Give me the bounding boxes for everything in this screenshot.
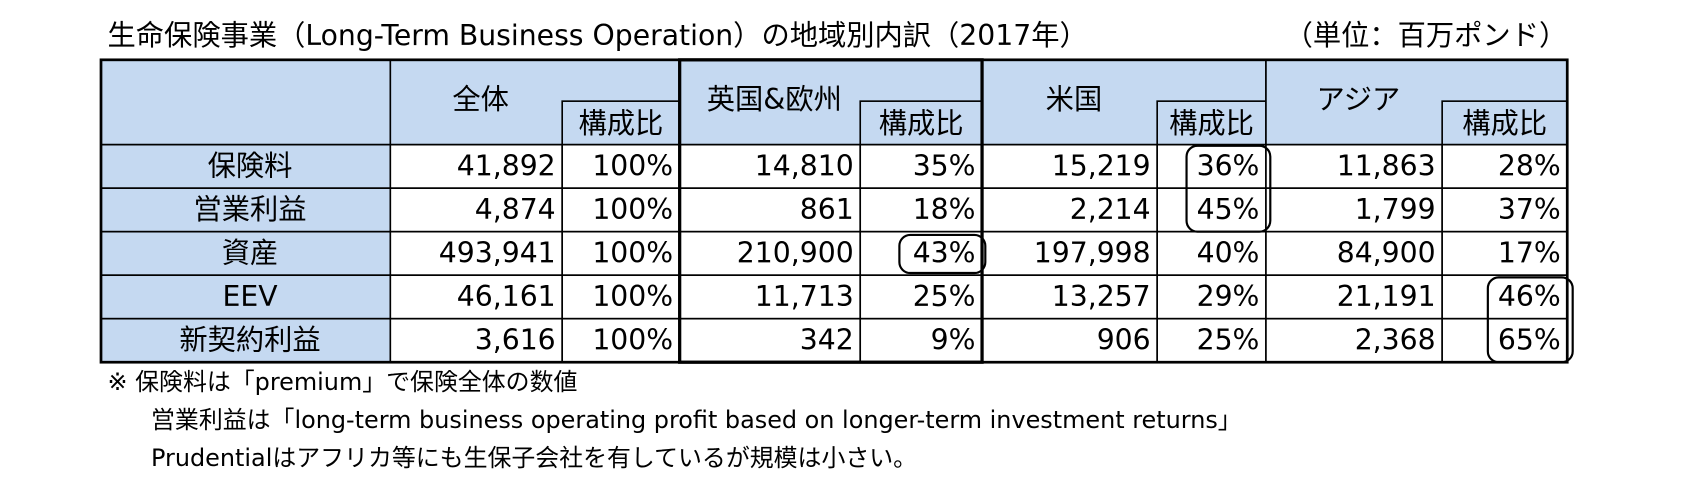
row-label: 営業利益: [193, 193, 306, 226]
cell-box: [561, 230, 681, 277]
share-header: 構成比: [879, 107, 964, 140]
cell-box: [678, 187, 862, 233]
share-header: 構成比: [579, 107, 664, 140]
cell: 29%: [1197, 280, 1260, 313]
cell: 100%: [592, 193, 673, 226]
group-header: 英国&欧州: [707, 83, 842, 116]
cell-box: [389, 230, 564, 277]
unit-label: （単位：百万ポンド）: [1285, 19, 1568, 52]
cell: 43%: [913, 237, 976, 270]
cell-box: [389, 274, 564, 320]
cell: 2,214: [1070, 193, 1151, 226]
cell: 46,161: [457, 280, 556, 313]
cell: 45%: [1197, 193, 1260, 226]
cell: 41,892: [457, 150, 556, 183]
cell-box: [1156, 317, 1267, 364]
cell: 100%: [592, 237, 673, 270]
cell-box: [389, 143, 564, 189]
cell: 40%: [1197, 237, 1260, 270]
cell: 9%: [931, 324, 976, 357]
cell-box: [561, 317, 681, 364]
cell: 100%: [592, 280, 673, 313]
group-header: アジア: [1317, 83, 1401, 116]
cell: 25%: [1197, 324, 1260, 357]
highlight-frame: [898, 233, 987, 275]
note: Prudentialはアフリカ等にも生保子会社を有しているが規模は小さい。: [151, 444, 917, 472]
cell-box: [678, 143, 862, 189]
subheader-cell: [1441, 100, 1569, 146]
row-label-cell: [100, 274, 392, 320]
cell: 3,616: [475, 324, 556, 357]
title: 生命保険事業（Long-Term Business Operation）の地域別…: [108, 19, 1088, 52]
row-label: 新契約利益: [179, 324, 320, 357]
cell: 11,863: [1337, 150, 1436, 183]
cell-box: [859, 274, 983, 320]
note: ※ 保険料は「premium」で保険全体の数値: [108, 368, 578, 396]
cell: 4,874: [475, 193, 556, 226]
cell: 21,191: [1337, 280, 1436, 313]
cell: 37%: [1498, 193, 1561, 226]
cell: 25%: [913, 280, 976, 313]
row-label: 資産: [222, 237, 279, 270]
cell: 84,900: [1337, 237, 1436, 270]
cell-box: [981, 187, 1158, 233]
cell: 100%: [592, 150, 673, 183]
cell: 100%: [592, 324, 673, 357]
cell-box: [1441, 317, 1569, 364]
row-label: EEV: [222, 280, 278, 313]
cell: 1,799: [1355, 193, 1436, 226]
cell-box: [678, 317, 862, 364]
cell-box: [859, 230, 983, 277]
cell: 2,368: [1355, 324, 1436, 357]
cell: 36%: [1197, 150, 1260, 183]
cell: 493,941: [439, 237, 556, 270]
cell-box: [389, 187, 564, 233]
cell: 14,810: [755, 150, 854, 183]
highlight-frame: [1185, 144, 1272, 233]
row-label: 保険料: [208, 150, 293, 183]
row-label-cell: [100, 230, 392, 277]
cell: 35%: [913, 150, 976, 183]
cell: 197,998: [1034, 237, 1151, 270]
cell-box: [859, 187, 983, 233]
group-header: 全体: [452, 83, 509, 116]
cell: 46%: [1498, 280, 1561, 313]
cell: 28%: [1498, 150, 1561, 183]
header-cell: [100, 59, 392, 146]
row-label-cell: [100, 317, 392, 364]
group-border: [678, 58, 984, 364]
cell-box: [1265, 143, 1443, 189]
cell: 18%: [913, 193, 976, 226]
highlight-frame: [1486, 276, 1574, 364]
subheader-cell: [561, 100, 681, 146]
cell: 861: [800, 193, 854, 226]
cell: 210,900: [737, 237, 854, 270]
share-header: 構成比: [1169, 107, 1254, 140]
subheader-cell: [1156, 100, 1267, 146]
cell: 65%: [1498, 324, 1561, 357]
cell: 15,219: [1052, 150, 1151, 183]
cell-box: [1156, 274, 1267, 320]
cell-box: [1441, 143, 1569, 189]
cell-box: [389, 317, 564, 364]
cell: 906: [1097, 324, 1151, 357]
cell-box: [1265, 274, 1443, 320]
cell: 342: [800, 324, 854, 357]
cell-box: [981, 143, 1158, 189]
note: 営業利益は「long-term business operating profi…: [151, 406, 1242, 434]
cell: 17%: [1498, 237, 1561, 270]
cell-box: [678, 274, 862, 320]
cell-box: [561, 187, 681, 233]
group-header: 米国: [1046, 83, 1103, 116]
share-header: 構成比: [1462, 107, 1547, 140]
cell: 13,257: [1052, 280, 1151, 313]
cell: 11,713: [755, 280, 854, 313]
cell-box: [859, 317, 983, 364]
